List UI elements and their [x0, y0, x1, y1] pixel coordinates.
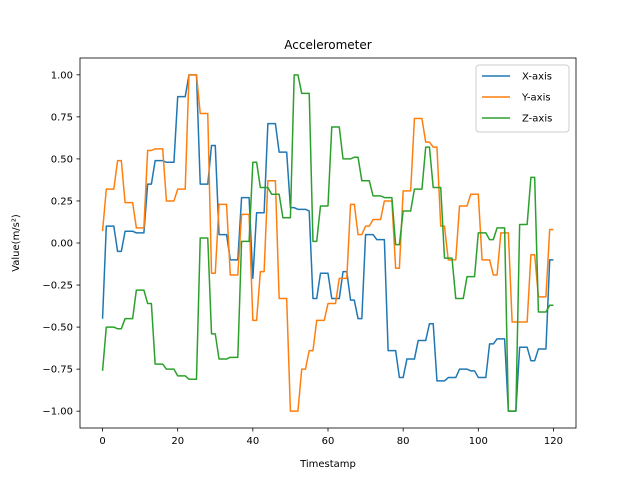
chart-title: Accelerometer — [284, 38, 371, 52]
legend: X-axis Y-axis Z-axis — [475, 64, 570, 133]
x-tick-label: 0 — [99, 436, 105, 447]
y-tick-label: 1.00 — [51, 70, 73, 81]
legend-box — [475, 64, 570, 133]
y-tick-label: 0.75 — [51, 112, 73, 123]
y-axis-title: Value(m/s²) — [11, 214, 22, 272]
y-tick-label: 0.50 — [51, 154, 73, 165]
legend-label-x-axis: X-axis — [522, 72, 552, 83]
x-tick-label: 40 — [246, 436, 259, 447]
x-axis-title: Timestamp — [299, 459, 356, 470]
series-line-z-axis — [101, 74, 554, 412]
series-lines — [101, 74, 554, 412]
x-axis: 0 20 40 60 80 100 120 — [99, 428, 563, 447]
legend-label-z-axis: Z-axis — [522, 114, 552, 125]
y-tick-label: −0.50 — [42, 323, 73, 334]
y-tick-label: −0.25 — [42, 281, 73, 292]
x-tick-label: 20 — [171, 436, 184, 447]
y-axis: 1.00 0.75 0.50 0.25 0.00 −0.25 −0.50 −0.75 −1.00 — [42, 70, 80, 418]
x-tick-label: 120 — [544, 436, 563, 447]
y-tick-label: 0.25 — [51, 196, 73, 207]
series-line-x-axis — [101, 74, 554, 412]
y-tick-label: −0.75 — [42, 365, 73, 376]
series-line-y-axis — [101, 74, 554, 412]
legend-label-y-axis: Y-axis — [521, 93, 551, 104]
x-tick-label: 60 — [322, 436, 335, 447]
y-tick-label: −1.00 — [42, 407, 73, 418]
x-tick-label: 80 — [397, 436, 410, 447]
y-tick-label: 0.00 — [51, 239, 73, 250]
x-tick-label: 100 — [469, 436, 488, 447]
